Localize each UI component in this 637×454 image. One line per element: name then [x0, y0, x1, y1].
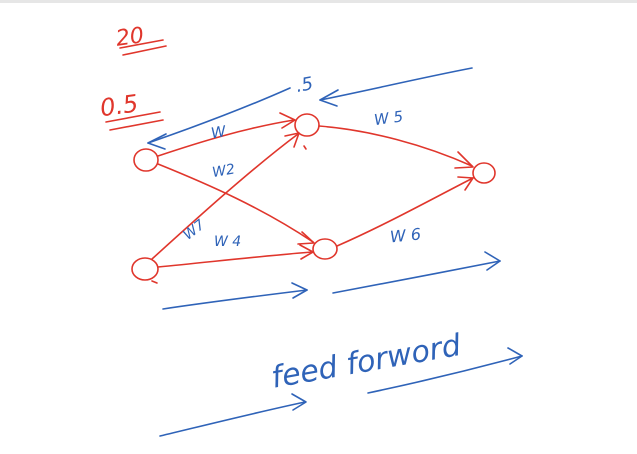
edge-w4 [157, 251, 313, 268]
forward-arrow-4 [367, 355, 523, 394]
weight-label-w3: W7 [180, 217, 208, 244]
forward-arrow-2 [332, 260, 501, 294]
weight-label-w1: W [210, 122, 229, 143]
input-node-2 [131, 257, 159, 281]
caption-text: feed forword [269, 328, 465, 396]
edge-w2 [157, 163, 314, 243]
top-border [0, 0, 637, 3]
hidden-node-2 [312, 238, 338, 260]
input-value-underline-2 [109, 119, 164, 131]
dot-mark-2 [151, 280, 158, 284]
edge-w1-arrowhead [279, 112, 296, 129]
hidden-node-1 [294, 113, 320, 137]
input-value-underline-1 [105, 111, 161, 123]
edge-w5 [318, 125, 473, 167]
edge-w3 [151, 133, 299, 260]
output-node [472, 162, 496, 184]
forward-arrow-3 [159, 401, 306, 437]
edge-w1 [157, 119, 295, 157]
forward-arrow-2-head [484, 251, 501, 271]
hidden-value-label: .5 [294, 73, 315, 97]
forward-arrow-4-head [507, 347, 523, 365]
edge-w5-arrowhead [454, 151, 474, 169]
top-value-label: 20 [114, 23, 145, 52]
edge-w6-arrowhead [457, 176, 474, 191]
forward-arrow-1-head [291, 282, 308, 299]
backprop-arrow-to-hidden [319, 67, 473, 101]
edge-w6 [336, 177, 474, 247]
top-value-underline-1 [119, 39, 164, 49]
weight-label-w5: W 5 [373, 107, 404, 129]
dot-mark-1 [303, 145, 307, 150]
input-node-1 [133, 148, 159, 172]
weight-label-w4: W 4 [214, 234, 241, 250]
weight-label-w2: W2 [211, 161, 236, 181]
edge-w3-arrowhead [284, 132, 300, 148]
backprop-arrow-to-input-head [147, 133, 167, 150]
backprop-arrow-to-input [147, 87, 291, 144]
top-value-underline-2 [122, 45, 167, 56]
edge-w4-arrowhead [299, 244, 314, 260]
backprop-arrow-to-hidden-head [319, 89, 339, 107]
edge-w2-arrowhead [297, 231, 315, 245]
forward-arrow-3-head [291, 393, 307, 411]
forward-arrow-1 [162, 289, 308, 310]
weight-label-w6: W 6 [389, 224, 422, 246]
